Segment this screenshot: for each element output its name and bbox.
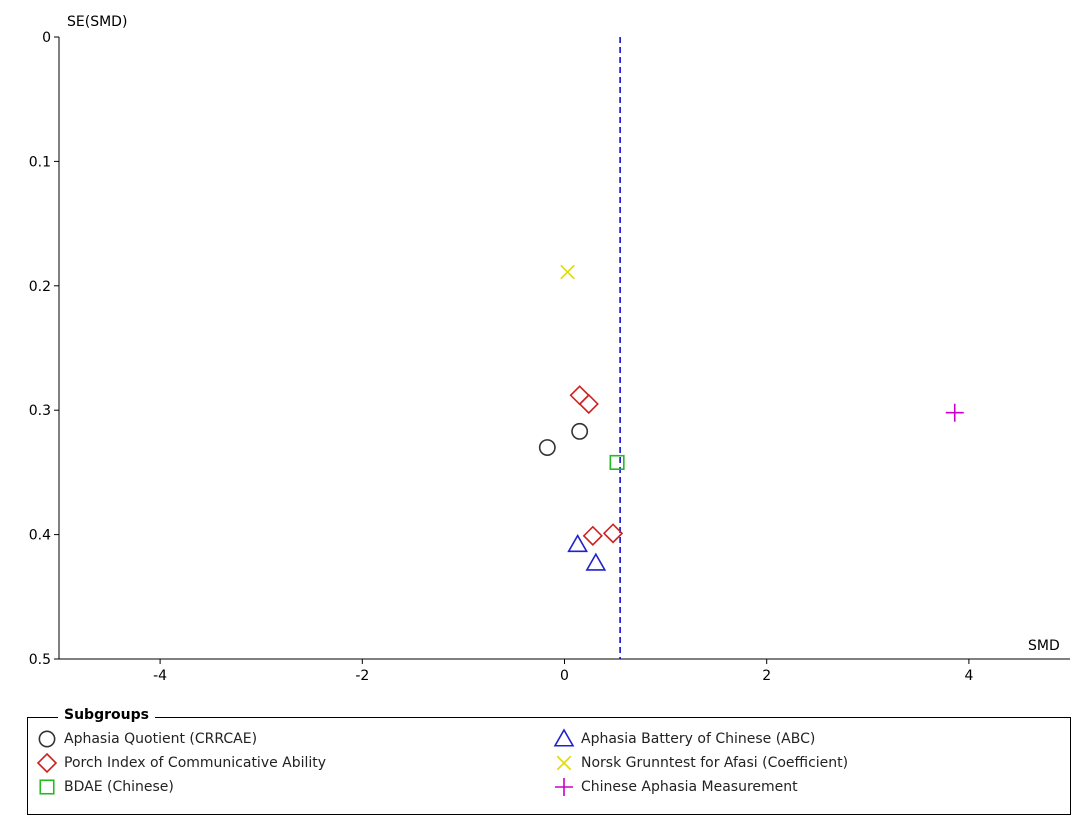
legend-label: Chinese Aphasia Measurement	[581, 779, 798, 795]
study-point-series-2	[609, 454, 625, 470]
legend-label: Aphasia Battery of Chinese (ABC)	[581, 731, 816, 747]
x-tick-label: -2	[355, 668, 369, 684]
legend-marker	[39, 779, 55, 795]
study-point-series-0	[538, 439, 556, 456]
legend-marker	[555, 778, 573, 796]
x-tick-label: -4	[153, 668, 167, 684]
legend-marker-icon	[555, 778, 573, 796]
y-tick-label: 0.1	[29, 154, 51, 170]
y-tick-label: 0.5	[29, 652, 51, 668]
study-point-series-1	[578, 393, 599, 415]
legend: Subgroups Aphasia Quotient (CRRCAE) Porch…	[27, 707, 1071, 815]
x-axis-title: SMD	[1028, 638, 1060, 654]
legend-label: Aphasia Quotient (CRRCAE)	[64, 731, 258, 747]
study-point-series-0	[571, 422, 589, 440]
legend-marker	[556, 755, 572, 771]
study-point-series-1	[602, 523, 624, 544]
legend-marker	[36, 752, 58, 774]
legend-title: Subgroups	[58, 707, 155, 723]
y-tick-label: 0.2	[29, 279, 51, 295]
legend-marker-icon	[39, 779, 55, 795]
study-point-series-3	[585, 552, 607, 571]
legend-item: Porch Index of Communicative Ability	[36, 752, 326, 774]
y-axis-title: SE(SMD)	[67, 14, 127, 30]
legend-marker	[553, 728, 575, 747]
y-tick-label: 0.4	[29, 528, 51, 544]
study-point-series-3	[567, 533, 589, 553]
study-point-series-5	[945, 403, 964, 422]
study-markers	[538, 264, 964, 571]
legend-marker-icon	[38, 730, 56, 748]
legend-item: BDAE (Chinese)	[36, 776, 174, 798]
legend-label: Norsk Grunntest for Afasi (Coefficient)	[581, 755, 849, 771]
study-point-series-1	[569, 385, 590, 406]
legend-marker-icon	[553, 728, 575, 747]
legend-item: Aphasia Battery of Chinese (ABC)	[553, 728, 815, 750]
y-axis-ticks: 0 0.1 0.2 0.3 0.4 0.5	[29, 30, 59, 668]
study-point-series-4	[560, 264, 575, 280]
y-tick-label: 0	[42, 30, 51, 46]
legend-label: BDAE (Chinese)	[64, 779, 174, 795]
legend-marker	[38, 730, 56, 748]
legend-item: Chinese Aphasia Measurement	[553, 776, 798, 798]
x-tick-label: 0	[560, 668, 569, 684]
x-tick-label: 4	[964, 668, 973, 684]
legend-marker-icon	[556, 755, 572, 771]
legend-item: Norsk Grunntest for Afasi (Coefficient)	[553, 752, 848, 774]
y-tick-label: 0.3	[29, 403, 51, 419]
legend-item: Aphasia Quotient (CRRCAE)	[36, 728, 257, 750]
study-point-series-1	[582, 525, 603, 546]
funnel-plot: SE(SMD) SMD 0 0.1 0.2 0.3 0.4 0.5 -4 -2 0 2 4	[29, 14, 1070, 684]
x-axis-ticks: -4 -2 0 2 4	[153, 659, 973, 684]
legend-marker-icon	[36, 752, 58, 774]
legend-label: Porch Index of Communicative Ability	[64, 755, 327, 771]
x-tick-label: 2	[762, 668, 771, 684]
